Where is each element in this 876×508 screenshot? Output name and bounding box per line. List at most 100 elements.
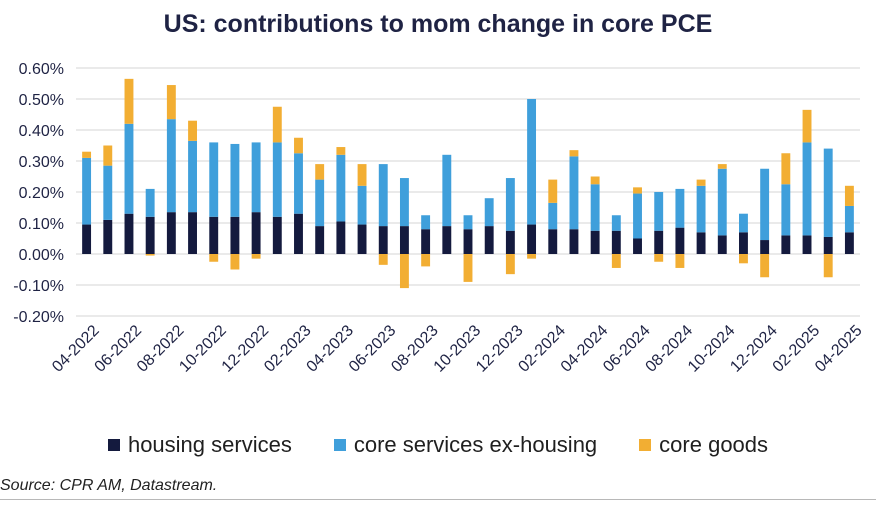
bar-housing-04-2023 [336, 221, 346, 254]
bar-housing-03-2023 [315, 226, 325, 254]
bar-services-10-2023 [463, 215, 473, 230]
bar-services-05-2022 [103, 165, 113, 220]
bar-services-08-2024 [675, 188, 685, 228]
bar-goods-07-2023 [399, 254, 409, 289]
bar-housing-07-2023 [399, 226, 409, 254]
bar-housing-12-2023 [505, 230, 515, 254]
bar-services-05-2024 [611, 215, 621, 231]
bar-goods-08-2023 [421, 254, 431, 267]
legend-swatch-goods [639, 439, 652, 451]
bar-goods-03-2023 [315, 164, 325, 180]
bar-housing-08-2024 [675, 227, 685, 254]
legend-item-goods: core goods [639, 432, 768, 458]
bar-housing-05-2024 [611, 230, 621, 254]
bar-services-06-2023 [378, 164, 388, 227]
bar-housing-04-2022 [82, 224, 92, 254]
bar-services-03-2023 [315, 179, 325, 227]
bar-services-02-2025 [802, 142, 812, 236]
bar-goods-05-2023 [357, 164, 367, 186]
bar-goods-03-2025 [823, 254, 833, 278]
bar-goods-02-2025 [802, 109, 812, 143]
x-tick-label: 04-2025 [812, 322, 866, 376]
bar-housing-06-2022 [124, 213, 134, 254]
bar-housing-02-2023 [294, 213, 303, 254]
bar-services-01-2024 [527, 99, 537, 225]
divider [0, 499, 876, 500]
bar-housing-09-2023 [442, 226, 452, 254]
bar-services-10-2024 [717, 168, 727, 236]
bar-services-04-2024 [590, 184, 600, 231]
bar-goods-11-2024 [739, 254, 748, 264]
bar-services-06-2022 [124, 123, 134, 214]
bar-goods-05-2024 [611, 254, 621, 268]
bar-services-07-2023 [399, 178, 409, 227]
source-note: Source: CPR AM, Datastream. [0, 477, 218, 494]
bar-housing-12-2024 [760, 240, 770, 254]
bar-housing-06-2024 [633, 238, 642, 254]
bar-housing-09-2024 [696, 232, 706, 254]
bar-housing-08-2022 [166, 212, 176, 254]
bar-goods-08-2022 [166, 85, 176, 120]
bar-services-10-2022 [209, 142, 219, 217]
legend-label-services: core services ex-housing [353, 432, 598, 457]
bar-goods-09-2022 [188, 120, 197, 141]
bar-housing-05-2023 [357, 224, 367, 254]
x-axis-labels: 04-202206-202208-202210-202212-202202-20… [49, 322, 865, 376]
bar-services-07-2022 [145, 188, 155, 217]
bar-services-11-2024 [739, 213, 748, 233]
bar-housing-01-2024 [527, 224, 537, 254]
bar-services-09-2023 [442, 154, 452, 227]
bar-goods-06-2022 [124, 78, 134, 124]
bar-goods-04-2023 [336, 147, 346, 155]
bar-housing-02-2024 [548, 229, 558, 254]
chart-title: US: contributions to mom change in core … [163, 10, 713, 38]
bar-housing-03-2024 [569, 229, 579, 254]
bar-housing-12-2022 [251, 212, 261, 254]
bar-goods-02-2023 [294, 137, 303, 154]
bar-goods-01-2025 [781, 153, 791, 185]
bar-goods-10-2024 [717, 164, 727, 169]
bar-services-12-2024 [760, 168, 770, 241]
y-tick-label: 0.60% [19, 61, 64, 78]
bar-goods-08-2024 [675, 254, 685, 268]
legend: housing services core services ex-housin… [0, 432, 876, 458]
bar-services-04-2022 [82, 157, 92, 225]
legend-label-housing: housing services [127, 432, 292, 457]
bars [82, 78, 854, 289]
bar-goods-06-2024 [633, 187, 642, 194]
legend-label-goods: core goods [659, 432, 769, 457]
bar-housing-11-2023 [484, 226, 494, 254]
bar-goods-05-2022 [103, 145, 113, 166]
bar-housing-08-2023 [421, 229, 431, 254]
bar-services-12-2023 [505, 178, 515, 231]
bar-housing-01-2023 [272, 216, 282, 254]
bar-housing-03-2025 [823, 236, 833, 254]
bar-housing-04-2024 [590, 230, 600, 254]
bar-goods-03-2024 [569, 150, 579, 157]
bar-services-06-2024 [633, 193, 642, 239]
bar-goods-11-2022 [230, 254, 240, 270]
bar-goods-01-2024 [527, 254, 537, 259]
bar-services-01-2025 [781, 184, 791, 236]
bar-services-08-2023 [421, 215, 431, 230]
bar-services-04-2023 [336, 154, 346, 222]
legend-item-services: core services ex-housing [333, 432, 598, 458]
bar-goods-12-2024 [760, 254, 770, 278]
y-tick-label: 0.00% [19, 247, 64, 264]
bar-services-09-2024 [696, 185, 706, 233]
bar-goods-01-2023 [272, 106, 282, 143]
bar-goods-04-2022 [82, 151, 92, 158]
y-tick-label: -0.10% [13, 278, 64, 295]
bar-housing-04-2025 [844, 232, 854, 254]
bar-services-11-2022 [230, 143, 240, 217]
bar-goods-07-2022 [145, 254, 155, 256]
bar-housing-09-2022 [188, 212, 197, 254]
y-tick-label: 0.20% [19, 185, 64, 202]
bar-housing-06-2023 [378, 226, 388, 254]
bar-housing-05-2022 [103, 219, 113, 254]
bar-services-07-2024 [654, 192, 664, 231]
bar-services-09-2022 [188, 140, 197, 213]
y-tick-label: 0.50% [19, 92, 64, 109]
bar-services-01-2023 [272, 142, 282, 217]
bar-goods-04-2024 [590, 176, 600, 185]
